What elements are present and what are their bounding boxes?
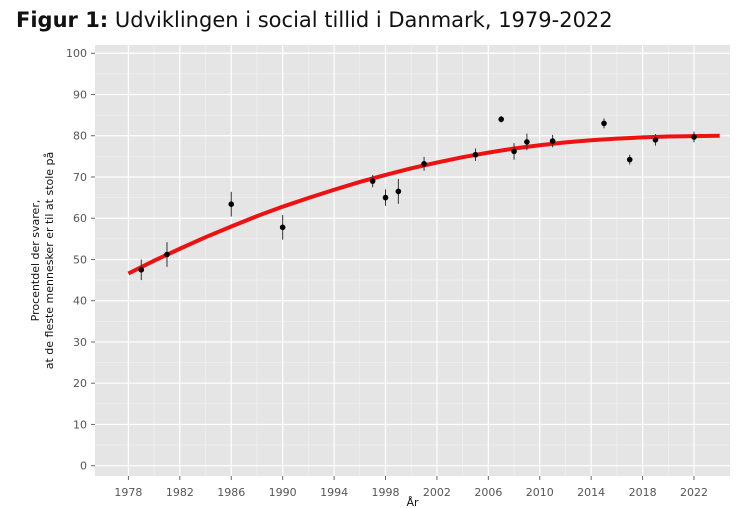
point-marker bbox=[601, 120, 607, 127]
point-marker bbox=[511, 148, 517, 155]
x-tick-label: 2018 bbox=[629, 486, 657, 499]
figure-title: Figur 1: Udviklingen i social tillid i D… bbox=[16, 8, 613, 32]
y-tick-label: 30 bbox=[73, 336, 87, 349]
x-tick-label: 2014 bbox=[577, 486, 605, 499]
data-point bbox=[601, 118, 607, 129]
y-tick-label: 70 bbox=[73, 171, 87, 184]
data-point bbox=[511, 143, 517, 160]
point-marker bbox=[691, 134, 697, 140]
point-marker bbox=[138, 266, 145, 273]
data-point bbox=[421, 156, 427, 171]
y-tick-label: 80 bbox=[73, 130, 87, 143]
y-tick-label: 50 bbox=[73, 253, 87, 266]
data-point bbox=[369, 174, 376, 188]
x-tick-label: 1990 bbox=[269, 486, 297, 499]
grid-lines bbox=[95, 45, 730, 476]
y-tick-label: 20 bbox=[73, 377, 87, 390]
data-point bbox=[164, 242, 170, 267]
data-point bbox=[524, 133, 530, 151]
data-points bbox=[138, 115, 697, 281]
y-tick-label: 100 bbox=[66, 47, 87, 60]
point-marker bbox=[228, 201, 235, 208]
x-tick-label: 2010 bbox=[526, 486, 554, 499]
point-marker bbox=[421, 160, 427, 167]
data-point bbox=[279, 214, 286, 240]
data-point bbox=[138, 259, 145, 281]
point-marker bbox=[279, 224, 286, 231]
data-point bbox=[395, 179, 402, 204]
axis-ticks: 1978 1982 1986 1990 1994 1998 2002 2006 2010 2014… bbox=[66, 47, 708, 499]
point-marker bbox=[498, 116, 504, 123]
y-tick-label: 90 bbox=[73, 88, 87, 101]
point-marker bbox=[652, 137, 659, 143]
data-point bbox=[382, 189, 389, 206]
y-tick-label: 40 bbox=[73, 295, 87, 308]
figure-label: Figur 1: bbox=[16, 8, 109, 32]
data-point bbox=[228, 191, 235, 217]
point-marker bbox=[472, 151, 479, 158]
point-marker bbox=[524, 139, 530, 145]
data-point bbox=[549, 134, 556, 148]
point-marker bbox=[626, 156, 633, 163]
y-tick-label: 10 bbox=[73, 418, 87, 431]
x-tick-label: 1994 bbox=[320, 486, 348, 499]
x-tick-label: 2006 bbox=[474, 486, 502, 499]
y-tick-label: 0 bbox=[80, 460, 87, 473]
plot-panel bbox=[95, 45, 730, 476]
x-tick-label: 1982 bbox=[166, 486, 194, 499]
y-axis-label-line1: Procentdel der svarer, bbox=[29, 200, 42, 322]
data-point bbox=[626, 154, 633, 165]
data-point bbox=[691, 131, 697, 143]
data-point bbox=[652, 134, 659, 146]
x-tick-label: 1978 bbox=[114, 486, 142, 499]
data-point bbox=[472, 148, 479, 161]
x-axis-label: År bbox=[406, 496, 419, 508]
point-marker bbox=[164, 251, 170, 258]
data-point bbox=[498, 115, 504, 123]
y-axis-label-line2: at de fleste mennesker er til at stole p… bbox=[43, 152, 56, 370]
point-marker bbox=[382, 194, 389, 201]
point-marker bbox=[549, 138, 556, 144]
x-tick-label: 1986 bbox=[217, 486, 245, 499]
point-marker bbox=[395, 188, 402, 195]
x-tick-label: 2002 bbox=[423, 486, 451, 499]
point-marker bbox=[369, 178, 376, 184]
x-tick-label: 1998 bbox=[372, 486, 400, 499]
figure-title-text: Udviklingen i social tillid i Danmark, 1… bbox=[114, 8, 613, 32]
y-tick-label: 60 bbox=[73, 212, 87, 225]
x-tick-label: 2022 bbox=[680, 486, 708, 499]
